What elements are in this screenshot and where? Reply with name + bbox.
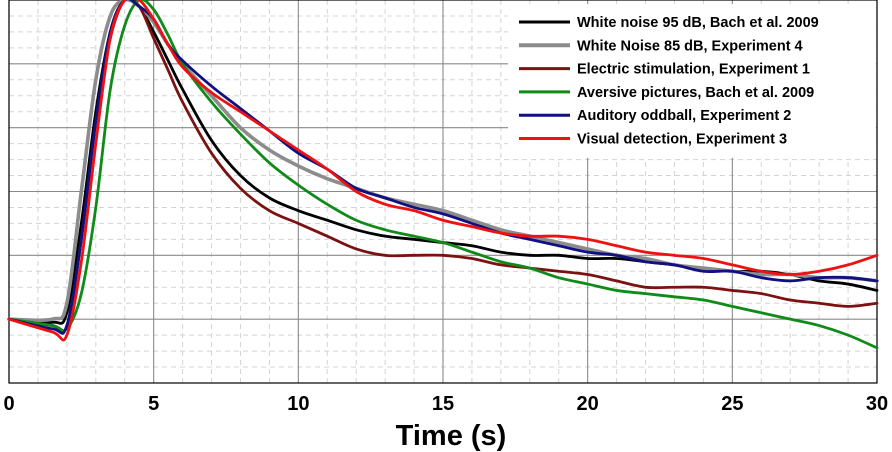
legend-label: Auditory oddball, Experiment 2 — [577, 108, 791, 124]
x-tick-label: 15 — [432, 393, 454, 415]
series-line-6 — [7, 0, 879, 342]
legend-item: Visual detection, Experiment 3 — [519, 132, 787, 148]
series-group — [7, 0, 879, 350]
legend-item: White Noise 85 dB, Experiment 4 — [519, 38, 803, 54]
legend-entries: White noise 95 dB, Bach et al. 2009 White… — [519, 15, 819, 148]
x-tick-label: 20 — [577, 393, 599, 415]
x-tick-label: 5 — [148, 393, 159, 415]
x-axis-ticks: 0 5 10 15 20 25 30 — [3, 393, 888, 415]
legend-label: Aversive pictures, Bach et al. 2009 — [577, 85, 814, 101]
series-line-4 — [7, 0, 879, 350]
legend-item: Auditory oddball, Experiment 2 — [519, 108, 791, 124]
legend-label: White Noise 85 dB, Experiment 4 — [577, 38, 803, 54]
plot-frame — [8, 0, 878, 384]
legend-label: Electric stimulation, Experiment 1 — [577, 62, 810, 78]
legend-label: White noise 95 dB, Bach et al. 2009 — [577, 15, 819, 31]
x-tick-label: 25 — [721, 393, 743, 415]
x-axis-title: Time (s) — [396, 420, 507, 452]
x-tick-label: 0 — [3, 393, 14, 415]
x-tick-label: 10 — [287, 393, 309, 415]
legend: White noise 95 dB, Bach et al. 2009 White… — [508, 4, 876, 158]
legend-item: Aversive pictures, Bach et al. 2009 — [519, 85, 814, 101]
legend-label: Visual detection, Experiment 3 — [577, 132, 787, 148]
legend-item: White noise 95 dB, Bach et al. 2009 — [519, 15, 819, 31]
x-tick-label: 30 — [866, 393, 888, 415]
legend-item: Electric stimulation, Experiment 1 — [519, 62, 810, 78]
legend-box — [508, 4, 876, 158]
